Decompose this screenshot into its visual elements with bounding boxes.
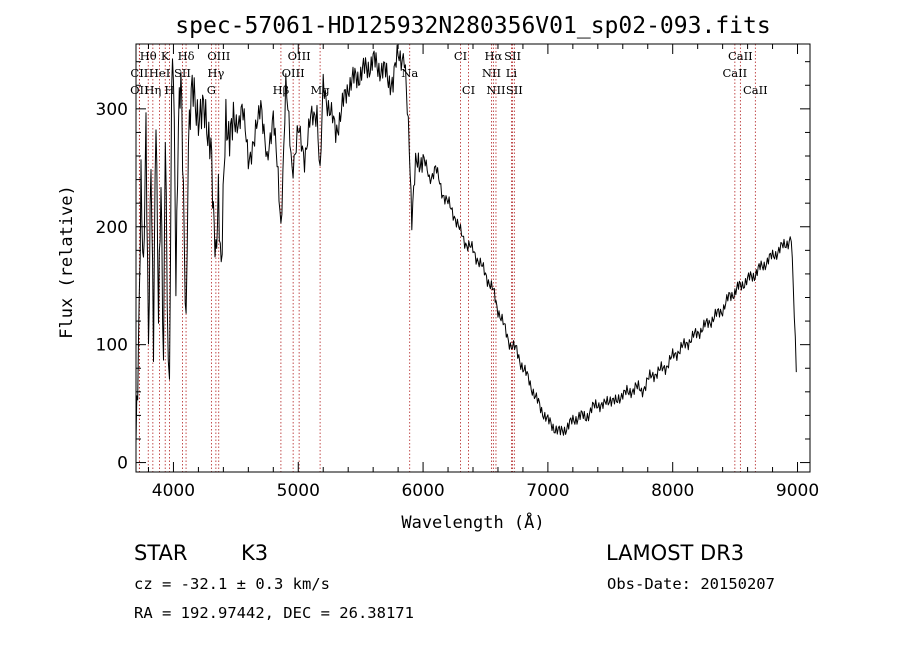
y-axis-label: Flux (relative) xyxy=(57,185,77,339)
line-label: CaII xyxy=(722,66,747,80)
line-label: OIII xyxy=(288,49,311,63)
object-type: STAR xyxy=(134,541,187,565)
line-label: SII xyxy=(506,83,523,97)
y-tick-label: 0 xyxy=(117,454,128,474)
line-markers xyxy=(138,44,756,472)
line-label: OII xyxy=(130,83,149,97)
y-tick-label: 200 xyxy=(96,218,128,238)
line-label: Li xyxy=(506,66,518,80)
line-label: HeI xyxy=(149,66,170,80)
y-axis: 0 100 200 300 xyxy=(96,61,810,474)
redshift-text: cz = -32.1 ± 0.3 km/s xyxy=(134,575,330,593)
plot-frame xyxy=(135,43,811,473)
line-label: Hα xyxy=(484,49,502,63)
x-tick-label: 9000 xyxy=(776,481,819,501)
x-axis-label: Wavelength (Å) xyxy=(401,511,544,533)
y-tick-label: 300 xyxy=(96,100,128,120)
line-label: SII xyxy=(504,49,521,63)
x-tick-label: 5000 xyxy=(277,481,320,501)
line-label: CI xyxy=(462,83,475,97)
chart-title: spec-57061-HD125932N280356V01_sp02-093.f… xyxy=(175,13,770,39)
line-label: Na xyxy=(401,66,418,80)
line-label: NII xyxy=(486,83,505,97)
object-subclass: K3 xyxy=(241,541,268,565)
line-label: OIII xyxy=(282,66,305,80)
line-label: G xyxy=(207,83,216,97)
line-label: CaII xyxy=(728,49,753,63)
line-label: CI xyxy=(454,49,467,63)
survey-name: LAMOST DR3 xyxy=(606,541,744,565)
line-label: CaII xyxy=(743,83,768,97)
radec-text: RA = 192.97442, DEC = 26.38171 xyxy=(134,604,414,622)
line-label: CII xyxy=(130,66,148,80)
line-label: K xyxy=(161,49,170,63)
line-label: Hγ xyxy=(207,66,224,80)
line-label: OIII xyxy=(207,49,230,63)
line-label: Hθ xyxy=(140,49,157,63)
line-label: Mg xyxy=(311,83,331,97)
line-label: NII xyxy=(482,66,501,80)
spectrum-series xyxy=(135,44,797,444)
x-axis: 4000 5000 6000 7000 8000 9000 xyxy=(147,44,819,501)
y-tick-label: 100 xyxy=(96,336,128,356)
x-tick-label: 8000 xyxy=(651,481,694,501)
x-tick-label: 4000 xyxy=(152,481,195,501)
line-label: SII xyxy=(174,66,191,80)
x-tick-label: 6000 xyxy=(401,481,444,501)
line-label: H xyxy=(164,83,174,97)
obs-date-text: Obs-Date: 20150207 xyxy=(607,575,775,593)
line-label: Hη xyxy=(144,83,161,97)
x-tick-label: 7000 xyxy=(526,481,569,501)
line-label: Hδ xyxy=(178,49,195,63)
